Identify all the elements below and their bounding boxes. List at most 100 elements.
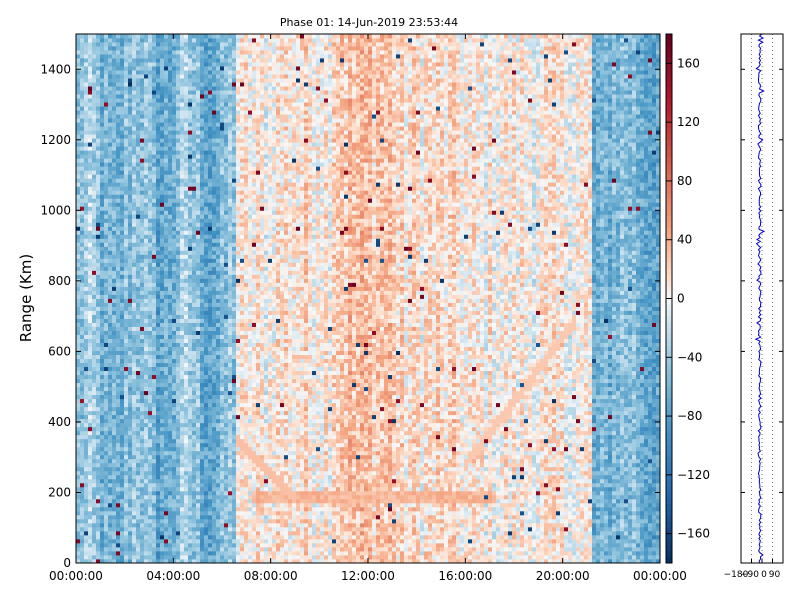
heatmap-cell [128,130,132,134]
heatmap-cell [100,303,104,307]
heatmap-cell [208,74,212,78]
heatmap-cell [212,403,216,407]
heatmap-cell [140,547,144,551]
heatmap-cell [156,218,160,222]
heatmap-cell [120,134,124,138]
heatmap-cell [116,539,120,543]
heatmap-cell [108,62,112,66]
heatmap-cell [136,202,140,206]
heatmap-cell [112,443,116,447]
heatmap-cell [224,379,228,383]
heatmap-cell [80,495,84,499]
heatmap-cell [124,315,128,319]
heatmap-cell [104,483,108,487]
heatmap-cell [116,86,120,90]
heatmap-cell [124,355,128,359]
heatmap-cell [152,507,156,511]
heatmap-cell [196,555,200,559]
heatmap-cell [92,463,96,467]
heatmap-cell [144,130,148,134]
heatmap-cell [188,170,192,174]
heatmap-cell [172,395,176,399]
heatmap-cell [88,415,92,419]
heatmap-cell [96,375,100,379]
heatmap-cell [80,451,84,455]
heatmap-cell [200,423,204,427]
heatmap-cell [192,162,196,166]
heatmap-cell [144,471,148,475]
heatmap-cell [160,395,164,399]
heatmap-cell [120,467,124,471]
heatmap-cell [188,58,192,62]
heatmap-cell [192,170,196,174]
heatmap-cell [188,351,192,355]
heatmap-cell [148,531,152,535]
heatmap-cell [112,439,116,443]
heatmap-cell [208,294,212,298]
heatmap-cell [172,519,176,523]
heatmap-cell [192,254,196,258]
heatmap-cell [100,415,104,419]
heatmap-cell [120,503,124,507]
heatmap-cell [172,447,176,451]
heatmap-cell [164,407,168,411]
heatmap-cell [128,351,132,355]
heatmap-cell [204,230,208,234]
heatmap-cell [224,367,228,371]
heatmap-cell [188,555,192,559]
heatmap-cell [76,323,80,327]
heatmap-cell [92,170,96,174]
heatmap-cell [224,503,228,507]
heatmap-cell [144,294,148,298]
heatmap-cell [220,226,224,230]
heatmap-cell [88,323,92,327]
heatmap-cell [84,511,88,515]
heatmap-cell [172,435,176,439]
heatmap-cell [172,387,176,391]
heatmap-cell [92,206,96,210]
heatmap-cell [192,467,196,471]
heatmap-cell [140,162,144,166]
heatmap-cell [172,475,176,479]
heatmap-cell [168,54,172,58]
heatmap-cell [76,339,80,343]
heatmap-cell [220,122,224,126]
heatmap-cell [128,347,132,351]
heatmap-cell [136,507,140,511]
heatmap-cell [208,375,212,379]
heatmap-cell [92,423,96,427]
heatmap-cell [108,286,112,290]
heatmap-cell [120,459,124,463]
heatmap-cell [208,511,212,515]
heatmap-cell [192,46,196,50]
heatmap-cell [136,399,140,403]
heatmap-cell [76,226,80,230]
heatmap-cell [76,539,80,543]
heatmap-cell [192,62,196,66]
heatmap-cell [128,463,132,467]
heatmap-cell [176,463,180,467]
heatmap-cell [220,206,224,210]
heatmap-cell [200,503,204,507]
heatmap-cell [92,290,96,294]
heatmap-cell [156,387,160,391]
heatmap-cell [212,198,216,202]
heatmap-cell [176,359,180,363]
heatmap-cell [204,206,208,210]
heatmap-cell [156,455,160,459]
heatmap-cell [208,407,212,411]
heatmap-cell [164,170,168,174]
heatmap-cell [88,527,92,531]
heatmap-cell [156,294,160,298]
heatmap-cell [216,463,220,467]
heatmap-cell [76,126,80,130]
heatmap-cell [116,98,120,102]
heatmap-cell [216,234,220,238]
heatmap-cell [84,54,88,58]
heatmap-cell [196,70,200,74]
heatmap-cell [108,543,112,547]
heatmap-cell [144,50,148,54]
heatmap-cell [192,539,196,543]
heatmap-cell [112,254,116,258]
heatmap-cell [132,515,136,519]
